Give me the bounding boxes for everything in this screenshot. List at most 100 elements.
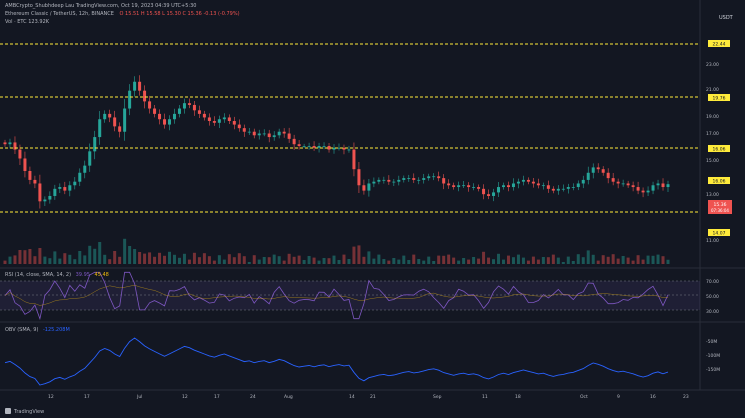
candle[interactable] [207,117,211,122]
candle[interactable] [8,142,12,145]
candle[interactable] [497,187,501,193]
candle[interactable] [138,81,142,91]
candle[interactable] [472,187,476,188]
candle[interactable] [18,149,22,159]
candle[interactable] [282,131,286,134]
candle[interactable] [601,169,605,173]
candle[interactable] [172,113,176,120]
candle[interactable] [407,178,411,179]
candle[interactable] [262,133,266,135]
candle[interactable] [312,146,316,148]
candle[interactable] [23,158,27,171]
candle[interactable] [317,146,321,148]
candle[interactable] [616,181,620,184]
candle[interactable] [417,179,421,181]
candle[interactable] [561,188,565,190]
candle[interactable] [272,135,276,138]
obv-legend[interactable]: OBV (SMA, 9) -125.208M [5,327,70,333]
candle[interactable] [342,147,346,150]
candle[interactable] [88,151,92,166]
candle[interactable] [506,185,510,188]
candle[interactable] [387,179,391,182]
candle[interactable] [606,172,610,179]
candle[interactable] [402,178,406,180]
candle[interactable] [302,146,306,147]
candle[interactable] [526,179,530,182]
candle[interactable] [103,113,107,120]
candle[interactable] [187,103,191,105]
candle[interactable] [432,176,436,178]
candle[interactable] [148,101,152,109]
candle[interactable] [128,90,132,109]
candle[interactable] [477,187,481,189]
candle[interactable] [551,188,555,191]
candle[interactable] [163,119,167,125]
tradingview-logo[interactable]: TradingView [5,408,44,415]
candle[interactable] [397,179,401,182]
candle[interactable] [73,181,77,186]
candle[interactable] [182,103,186,109]
candle[interactable] [332,147,336,150]
symbol-title[interactable]: Ethereum Classic / TetherUS, 12h, BINANC… [5,11,114,17]
candle[interactable] [267,133,271,138]
candle[interactable] [252,131,256,136]
symbol-legend[interactable]: Ethereum Classic / TetherUS, 12h, BINANC… [5,11,240,17]
candle[interactable] [43,199,47,202]
candle[interactable] [482,188,486,195]
candle[interactable] [626,183,630,186]
candle[interactable] [192,104,196,111]
candle[interactable] [242,128,246,132]
candle[interactable] [247,131,251,133]
candle[interactable] [661,183,665,188]
candle[interactable] [531,181,535,184]
candle[interactable] [98,119,102,138]
candle[interactable] [58,187,62,189]
rsi-line[interactable] [4,271,669,321]
candle[interactable] [197,110,201,114]
currency-badge[interactable]: USDT [719,15,733,21]
candle[interactable] [392,181,396,183]
candle[interactable] [442,178,446,184]
candle[interactable] [422,178,426,180]
candle[interactable] [337,147,341,149]
candle[interactable] [566,187,570,189]
candle[interactable] [78,172,82,182]
candle[interactable] [611,178,615,182]
candle[interactable] [656,183,660,186]
candle[interactable] [158,113,162,120]
candle[interactable] [322,146,326,147]
candle[interactable] [177,108,181,114]
candle[interactable] [641,190,645,193]
candle[interactable] [511,183,515,188]
candle[interactable] [516,181,520,184]
candle[interactable] [113,117,117,127]
candle[interactable] [123,108,127,132]
candle[interactable] [133,81,137,91]
candle[interactable] [38,183,42,202]
candle[interactable] [452,185,456,188]
candle[interactable] [93,137,97,152]
candle[interactable] [347,149,351,151]
candle[interactable] [536,183,540,186]
candle[interactable] [447,183,451,186]
candle[interactable] [307,146,311,147]
rsi-label[interactable]: RSI (14, close, SMA, 14, 2) [5,272,72,278]
candle[interactable] [222,117,226,120]
candle[interactable] [292,138,296,145]
candle[interactable] [576,183,580,188]
candle[interactable] [501,185,505,188]
candle[interactable] [546,185,550,189]
candle[interactable] [377,179,381,182]
candle[interactable] [352,149,356,170]
candle[interactable] [427,176,431,179]
candle[interactable] [581,179,585,184]
candle[interactable] [556,188,560,191]
time-axis[interactable]: 12 17 Jul 12 17 24 Aug 14 21 Sep 11 18 O… [48,394,689,400]
candle[interactable] [212,121,216,123]
candle[interactable] [571,187,575,188]
candle[interactable] [153,108,157,114]
candle[interactable] [68,185,72,191]
candle[interactable] [487,194,491,196]
candle[interactable] [48,195,52,200]
candlestick-series[interactable] [3,75,670,209]
